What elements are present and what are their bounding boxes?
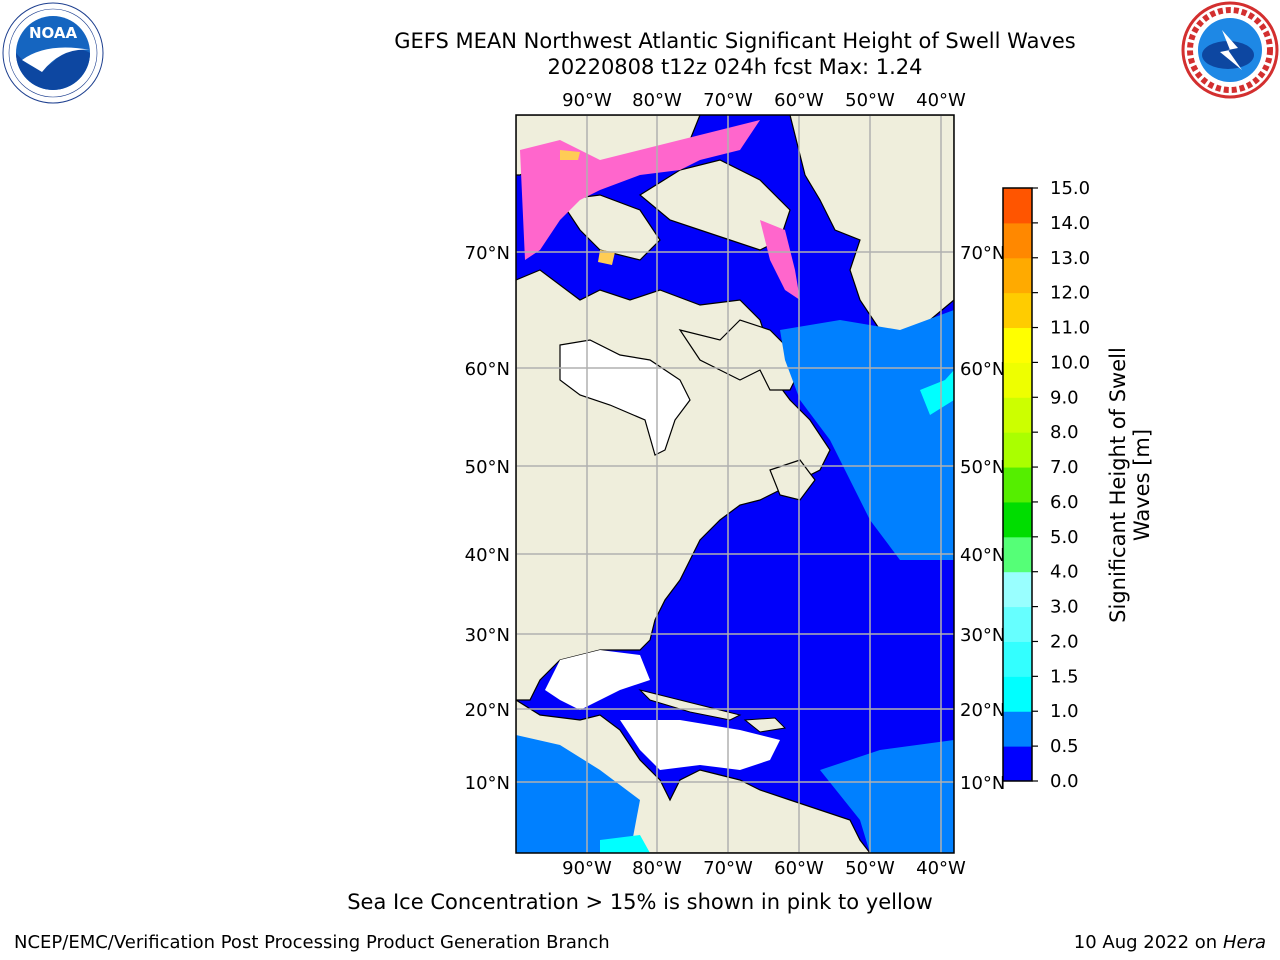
colorbar-tick-label: 4.0 xyxy=(1050,562,1079,583)
chart-subtitle: 20220808 t12z 024h fcst Max: 1.24 xyxy=(547,55,923,79)
lon-label-top: 70°W xyxy=(703,90,753,111)
lon-label-bottom: 50°W xyxy=(845,858,895,879)
lat-label-left: 60°N xyxy=(465,359,510,380)
lat-label-right: 50°N xyxy=(960,457,1005,478)
lon-label-bottom: 80°W xyxy=(632,858,682,879)
colorbar-segment xyxy=(1003,188,1032,224)
colorbar-segment xyxy=(1003,746,1032,782)
lon-label-bottom: 60°W xyxy=(774,858,824,879)
chart-title: GEFS MEAN Northwest Atlantic Significant… xyxy=(394,29,1076,53)
lon-label-bottom: 70°W xyxy=(703,858,753,879)
footer-org: NCEP/EMC/Verification Post Processing Pr… xyxy=(14,932,610,953)
colorbar-tick-label: 5.0 xyxy=(1050,527,1079,548)
lon-label-top: 80°W xyxy=(632,90,682,111)
nodata-caribbean xyxy=(620,720,780,770)
lat-label-right: 60°N xyxy=(960,359,1005,380)
colorbar-segment xyxy=(1003,292,1032,329)
colorbar-tick-label: 13.0 xyxy=(1050,248,1090,269)
swell-high-pacific xyxy=(600,835,650,853)
colorbar-tick-label: 15.0 xyxy=(1050,178,1090,199)
colorbar-tick-label: 7.0 xyxy=(1050,457,1079,478)
lon-label-bottom: 90°W xyxy=(562,858,612,879)
sea-ice-yellow xyxy=(560,150,615,265)
lat-label-right: 30°N xyxy=(960,625,1005,646)
lon-label-top: 90°W xyxy=(562,90,612,111)
colorbar-tick-label: 10.0 xyxy=(1050,352,1090,373)
lat-label-left: 70°N xyxy=(465,243,510,264)
land-hudson-east xyxy=(678,319,801,391)
noaa-logo: NOAA xyxy=(2,2,104,104)
lat-label-right: 40°N xyxy=(960,545,1005,566)
colorbar-tick-label: 0.5 xyxy=(1050,736,1079,757)
lon-label-bottom: 40°W xyxy=(916,858,966,879)
colorbar-segment xyxy=(1003,467,1032,503)
colorbar-tick-label: 6.0 xyxy=(1050,492,1079,513)
colorbar-tick-label: 1.0 xyxy=(1050,701,1079,722)
footer-host: Hera xyxy=(1222,932,1266,953)
lon-label-top: 50°W xyxy=(845,90,895,111)
colorbar-segment xyxy=(1003,536,1032,573)
colorbar-tick-label: 0.0 xyxy=(1050,771,1079,792)
colorbar-segment xyxy=(1003,362,1032,398)
colorbar xyxy=(1002,187,1033,782)
colorbar-tick-label: 2.0 xyxy=(1050,631,1079,652)
colorbar-tick-label: 8.0 xyxy=(1050,422,1079,443)
lat-label-left: 30°N xyxy=(465,625,510,646)
colorbar-segment xyxy=(1003,606,1032,642)
lon-label-top: 40°W xyxy=(916,90,966,111)
colorbar-segment xyxy=(1003,397,1032,433)
land-arctic-islands xyxy=(558,194,661,261)
colorbar-ticks: 0.0 0.5 1.0 1.5 2.0 3.0 4.0 5.0 6.0 7.0 8.0 9.0 10.0… xyxy=(1032,178,1090,792)
map-frame xyxy=(515,114,955,854)
lat-label-left: 10°N xyxy=(465,773,510,794)
swell-mid-pacific xyxy=(516,735,640,853)
lat-label-right: 70°N xyxy=(960,243,1005,264)
graticule xyxy=(516,115,954,853)
sea-ice xyxy=(520,120,760,260)
colorbar-segment xyxy=(1003,501,1032,538)
colorbar-segment xyxy=(1003,641,1032,677)
lat-label-left: 20°N xyxy=(465,700,510,721)
lat-label-right: 10°N xyxy=(960,773,1005,794)
colorbar-tick-label: 12.0 xyxy=(1050,283,1090,304)
swell-high-greenland xyxy=(920,370,954,415)
lon-label-top: 60°W xyxy=(774,90,824,111)
land-hispaniola xyxy=(743,717,787,733)
swell-mid-north xyxy=(780,310,954,560)
lat-label-left: 50°N xyxy=(465,457,510,478)
colorbar-tick-label: 11.0 xyxy=(1050,318,1090,339)
colorbar-segment xyxy=(1003,711,1032,747)
colorbar-tick-label: 3.0 xyxy=(1050,597,1079,618)
svg-text:NOAA: NOAA xyxy=(29,24,78,42)
colorbar-tick-label: 14.0 xyxy=(1050,213,1090,234)
colorbar-segment xyxy=(1003,327,1032,363)
lat-label-left: 40°N xyxy=(465,545,510,566)
colorbar-tick-label: 1.5 xyxy=(1050,666,1079,687)
colorbar-frame xyxy=(1002,187,1033,782)
footer-date-text: 10 Aug 2022 on xyxy=(1073,932,1218,953)
colorbar-segment xyxy=(1003,257,1032,294)
colorbar-label: Significant Height of Swell Waves [m] xyxy=(1106,347,1154,623)
colorbar-segment xyxy=(1003,676,1032,712)
nws-logo xyxy=(1181,1,1279,99)
colorbar-segment xyxy=(1003,571,1032,608)
land-newfoundland xyxy=(769,459,816,501)
sea-ice-baffin xyxy=(760,220,800,300)
nodata-gulf xyxy=(545,650,650,710)
colorbar-segment xyxy=(1003,222,1032,259)
ice-caption: Sea Ice Concentration > 15% is shown in … xyxy=(347,890,933,914)
colorbar-segment xyxy=(1003,432,1032,468)
footer-date: 10 Aug 2022 on Hera xyxy=(1074,932,1266,953)
swell-mid-south xyxy=(820,740,954,853)
colorbar-tick-label: 9.0 xyxy=(1050,387,1079,408)
lat-label-right: 20°N xyxy=(960,700,1005,721)
